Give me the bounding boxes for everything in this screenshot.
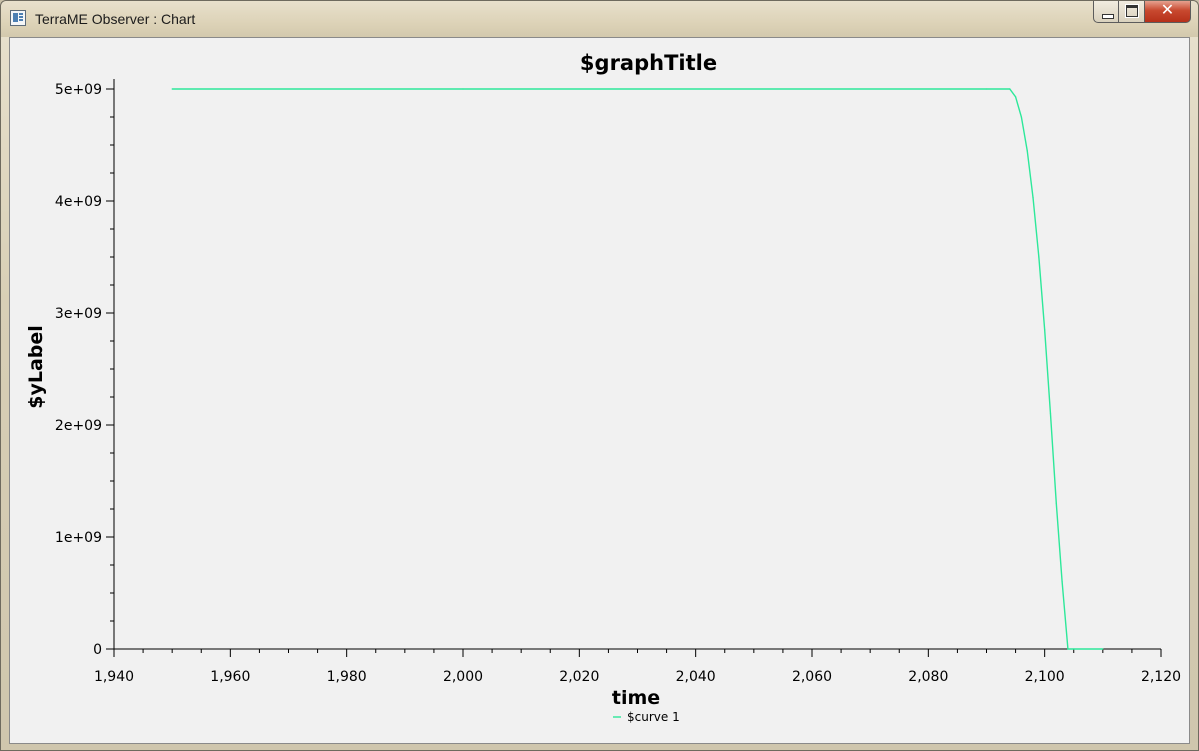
y-tick-label: 3e+09	[55, 306, 102, 322]
x-tick-label: 2,100	[1025, 669, 1065, 685]
x-axis-title: time	[612, 687, 660, 709]
axes	[106, 79, 1162, 657]
y-tick-label: 4e+09	[55, 194, 102, 210]
line-chart: 1,940 1,960 1,980 2,000 2,020 2,040 2,060 2,080…	[25, 51, 1181, 724]
x-tick-label: 2,020	[559, 669, 599, 685]
data-point	[1026, 150, 1028, 152]
window-controls: ✕	[1093, 1, 1191, 25]
data-point	[1020, 116, 1023, 118]
data-point	[171, 88, 173, 90]
data-point	[1061, 581, 1063, 583]
x-tick-label: 2,060	[792, 669, 832, 685]
plot-marks	[171, 88, 1104, 650]
x-tick-label: 2,040	[676, 669, 716, 685]
data-point	[1038, 256, 1040, 258]
chart-title: $graphTitle	[580, 51, 717, 75]
series-line	[172, 88, 1103, 650]
data-point	[1014, 96, 1017, 98]
y-tick-label: 1e+09	[55, 530, 102, 546]
app-window-icon[interactable]	[10, 10, 26, 26]
chart-labels: 1,940 1,960 1,980 2,000 2,020 2,040 2,060 2,080…	[25, 51, 1181, 709]
y-axis-title: $yLabel	[25, 325, 47, 409]
data-point	[1044, 329, 1046, 331]
data-point	[1102, 648, 1104, 650]
x-tick-label: 2,080	[908, 669, 948, 685]
data-point	[1055, 502, 1057, 504]
data-point	[985, 88, 988, 90]
x-tick-label: 1,980	[327, 669, 367, 685]
data-point	[1067, 648, 1069, 650]
data-point	[1009, 88, 1011, 90]
x-tick-label: 2,000	[443, 669, 483, 685]
minimize-button[interactable]	[1093, 1, 1119, 23]
title-bar[interactable]: TerraME Observer : Chart ✕	[1, 1, 1198, 37]
data-point	[1032, 197, 1034, 199]
close-icon: ✕	[1160, 2, 1175, 19]
y-tick-label: 0	[93, 642, 102, 658]
data-point	[1049, 413, 1052, 415]
close-button[interactable]: ✕	[1145, 1, 1191, 23]
x-tick-label: 1,940	[94, 669, 134, 685]
legend-label: $curve 1	[627, 710, 680, 724]
legend: $curve 1	[613, 710, 680, 724]
maximize-button[interactable]	[1119, 1, 1145, 23]
x-tick-label: 1,960	[210, 669, 250, 685]
y-tick-label: 5e+09	[55, 82, 102, 98]
y-tick-label: 2e+09	[55, 418, 102, 434]
window-title: TerraME Observer : Chart	[35, 11, 196, 27]
chart-area: 1,940 1,960 1,980 2,000 2,020 2,040 2,060 2,080…	[9, 37, 1190, 744]
data-point	[462, 88, 464, 90]
data-point	[1073, 648, 1075, 650]
x-tick-label: 2,120	[1141, 669, 1181, 685]
